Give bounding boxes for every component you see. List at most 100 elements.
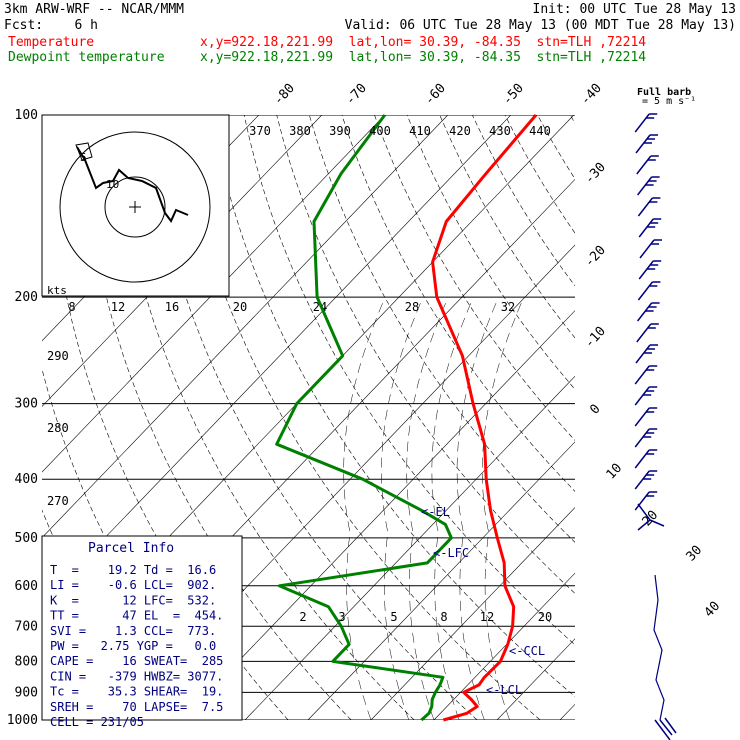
dewpoint-line — [275, 114, 453, 722]
wind-barb-staff — [634, 386, 650, 406]
temperature-line — [431, 114, 538, 722]
isotherm-line — [307, 441, 575, 720]
lfc-marker: <-LFC — [433, 546, 469, 560]
hodograph-unit: kts — [47, 284, 67, 297]
el-marker: <-EL — [421, 505, 450, 519]
dry-adiabat — [341, 115, 575, 492]
wind-barb-staff — [636, 155, 652, 175]
temperature-location: x,y=922.18,221.99 lat,lon= 30.39, -84.35… — [200, 35, 647, 50]
dry-adiabat — [145, 115, 478, 720]
dry-adiabat — [374, 115, 575, 441]
moist-adiabat — [343, 297, 386, 720]
parcel-info-title: Parcel Info — [88, 541, 174, 556]
isotherm-label: 10 — [604, 461, 626, 483]
dry-adiabat — [603, 115, 740, 720]
wind-barb-staff — [637, 176, 653, 196]
forecast-hour: Fcst: 6 h — [4, 18, 98, 33]
isotherm-line — [623, 115, 740, 720]
hodograph-point-label: 5 — [80, 151, 87, 164]
moist-adiabat — [482, 297, 525, 720]
hodograph-ring-inner — [104, 176, 166, 238]
wind-barb-staff — [634, 428, 650, 448]
dry-adiabat — [243, 115, 575, 646]
dry-adiabat — [504, 115, 575, 234]
wind-barb-staff — [637, 302, 653, 322]
parcel-info-row: CAPE = 16 SWEAT= 285 — [50, 654, 223, 668]
dry-adiabat — [276, 115, 575, 594]
hodograph-ring-label: 12 — [111, 300, 125, 314]
theta-label: 410 — [409, 124, 431, 138]
isotherm-line — [433, 572, 575, 720]
pressure-tick-label: 100 — [15, 108, 38, 123]
moist-adiabat — [456, 297, 499, 720]
pressure-tick-label: 1000 — [7, 713, 38, 728]
pressure-tick-label: 600 — [15, 579, 38, 594]
pressure-tick-label: 400 — [15, 472, 38, 487]
hodograph-marker — [75, 142, 93, 161]
hodograph-ring-label: 16 — [165, 300, 179, 314]
isotherm-line — [370, 507, 575, 720]
wind-barb-staff — [637, 197, 653, 217]
dry-adiabat — [439, 115, 575, 339]
isotherm-label: -70 — [343, 81, 370, 108]
isotherm-line — [496, 638, 575, 720]
wind-barb-staff — [635, 134, 651, 154]
parcel-info-box — [41, 535, 243, 721]
pressure-tick-label: 800 — [15, 654, 38, 669]
sounding-profiles — [275, 114, 538, 722]
isotherm-label: -50 — [500, 81, 527, 108]
parcel-info-row: T = 19.2 Td = 16.6 — [50, 563, 216, 577]
wind-barb-staff — [634, 449, 650, 469]
pressure-tick-label: 200 — [15, 290, 38, 305]
isotherm-line — [686, 115, 740, 720]
isotherm-label: 0 — [587, 402, 603, 418]
lcl-marker: <-LCL — [486, 683, 522, 697]
pressure-tick-label: 700 — [15, 619, 38, 634]
pressure-tick-label: 300 — [15, 397, 38, 412]
pressure-tick-label: 900 — [15, 685, 38, 700]
isotherm-line — [42, 115, 512, 604]
parcel-info-row: SREH = 70 LAPSE= 7.5 — [50, 700, 223, 714]
mixing-ratio-label: 20 — [538, 610, 552, 624]
dry-adiabat — [211, 115, 575, 698]
parcel-info-row: TT = 47 EL = 454. — [50, 609, 223, 623]
parcel-info-row: K = 12 LFC= 532. — [50, 593, 216, 607]
parcel-info-row: PW = 2.75 YGP = 0.0 — [50, 639, 216, 653]
theta-label: 370 — [249, 124, 271, 138]
wind-barb-staff — [638, 218, 654, 238]
moist-adiabat — [406, 297, 449, 720]
full-barb-unit: = 5 m s⁻¹ — [642, 96, 696, 107]
dry-adiabat — [635, 115, 740, 720]
isotherm-line — [559, 703, 575, 720]
isotherm-line — [244, 375, 575, 720]
wind-barb-staff — [634, 365, 650, 385]
hodograph-ring-label: 8 — [68, 300, 75, 314]
hodograph-ring-label: 28 — [405, 300, 419, 314]
isotherm-label: -80 — [271, 81, 298, 108]
moist-adiabat — [431, 297, 474, 720]
theta-label: 400 — [369, 124, 391, 138]
wind-barb-staff — [638, 260, 654, 280]
moist-adiabat — [381, 297, 424, 720]
mixing-ratio-label: 3 — [338, 610, 345, 624]
mixing-ratio-label: 5 — [390, 610, 397, 624]
dry-adiabat — [113, 115, 415, 720]
theta-label: 430 — [489, 124, 511, 138]
isotherm-label: -10 — [582, 324, 609, 351]
mixing-ratio-label: 2 — [299, 610, 306, 624]
dry-adiabat — [668, 115, 740, 720]
parcel-info-row: SVI = 1.3 CCL= 773. — [50, 624, 216, 638]
theta-label: 290 — [47, 349, 69, 363]
isotherm-label: 40 — [702, 599, 724, 621]
parcel-info-row: CELL = 231/05 — [50, 715, 144, 729]
dewpoint-location: x,y=922.18,221.99 lat,lon= 30.39, -84.35… — [200, 50, 647, 65]
wind-barb-staff — [637, 281, 653, 301]
model-title: 3km ARW-WRF -- NCAR/MMM — [4, 2, 185, 17]
mixing-ratio-label: 8 — [440, 610, 447, 624]
wind-barb-staff — [634, 113, 650, 133]
dry-adiabat — [309, 115, 575, 543]
isotherm-label: 30 — [684, 543, 706, 565]
wind-barb-staff — [634, 470, 650, 490]
ccl-marker: <-CCL — [509, 644, 545, 658]
